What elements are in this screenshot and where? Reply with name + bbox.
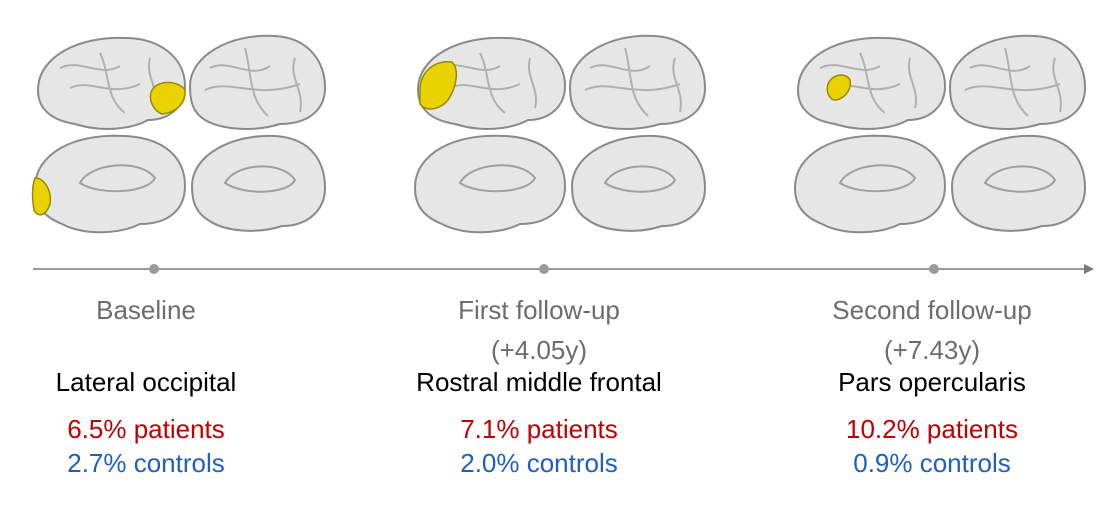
timepoint-label: First follow-up	[458, 295, 620, 325]
timeline-arrowhead	[1084, 264, 1094, 274]
left-lateral-brain	[416, 36, 567, 130]
brain-panel-first-follow-up	[410, 28, 710, 248]
timepoint-interval: (+4.05y)	[490, 335, 588, 365]
controls-percentage: 2.0% controls	[460, 448, 618, 478]
rostral-middle-frontal-highlight	[419, 61, 458, 110]
controls-percentage: 2.7% controls	[67, 448, 225, 478]
brain-render-first-follow-up	[413, 34, 707, 234]
brain-render-second-follow-up	[793, 34, 1087, 234]
timeline-marker-second-follow-up	[929, 264, 939, 274]
timepoint-baseline: Baseline Lateral occipital 6.5% patients…	[0, 290, 326, 480]
timepoint-interval: (+7.43y)	[883, 335, 981, 365]
region-name: Rostral middle frontal	[416, 367, 662, 397]
brain-render-baseline	[31, 34, 327, 234]
timepoint-label: Second follow-up	[832, 295, 1032, 325]
left-medial-brain	[33, 134, 187, 234]
right-medial-brain	[950, 134, 1087, 232]
right-lateral-brain	[948, 34, 1087, 130]
right-lateral-brain	[188, 34, 327, 130]
patients-percentage: 7.1% patients	[460, 414, 618, 444]
right-medial-brain	[190, 134, 327, 232]
left-medial-brain	[413, 134, 567, 234]
medial-occipital-highlight	[31, 177, 52, 216]
brain-panel-second-follow-up	[790, 28, 1090, 248]
brain-panel-baseline	[30, 28, 330, 248]
timepoint-second-follow-up: Second follow-up (+7.43y) Pars opercular…	[752, 290, 1112, 480]
right-medial-brain	[570, 134, 707, 232]
patients-percentage: 10.2% patients	[845, 414, 1018, 444]
lateral-occipital-highlight	[149, 81, 186, 115]
region-name: Pars opercularis	[838, 367, 1026, 397]
timeline	[33, 264, 1094, 274]
region-name: Lateral occipital	[55, 367, 237, 397]
timeline-marker-baseline	[149, 264, 159, 274]
timepoint-first-follow-up: First follow-up (+4.05y) Rostral middle …	[359, 290, 719, 480]
patients-percentage: 6.5% patients	[67, 414, 225, 444]
timeline-marker-first-follow-up	[539, 264, 549, 274]
pars-opercularis-highlight	[826, 74, 852, 101]
left-lateral-brain	[796, 36, 947, 130]
timepoint-label: Baseline	[96, 295, 196, 325]
timepoint-interval	[0, 330, 326, 370]
left-medial-brain	[793, 134, 947, 234]
controls-percentage: 0.9% controls	[853, 448, 1011, 478]
right-lateral-brain	[568, 34, 707, 130]
